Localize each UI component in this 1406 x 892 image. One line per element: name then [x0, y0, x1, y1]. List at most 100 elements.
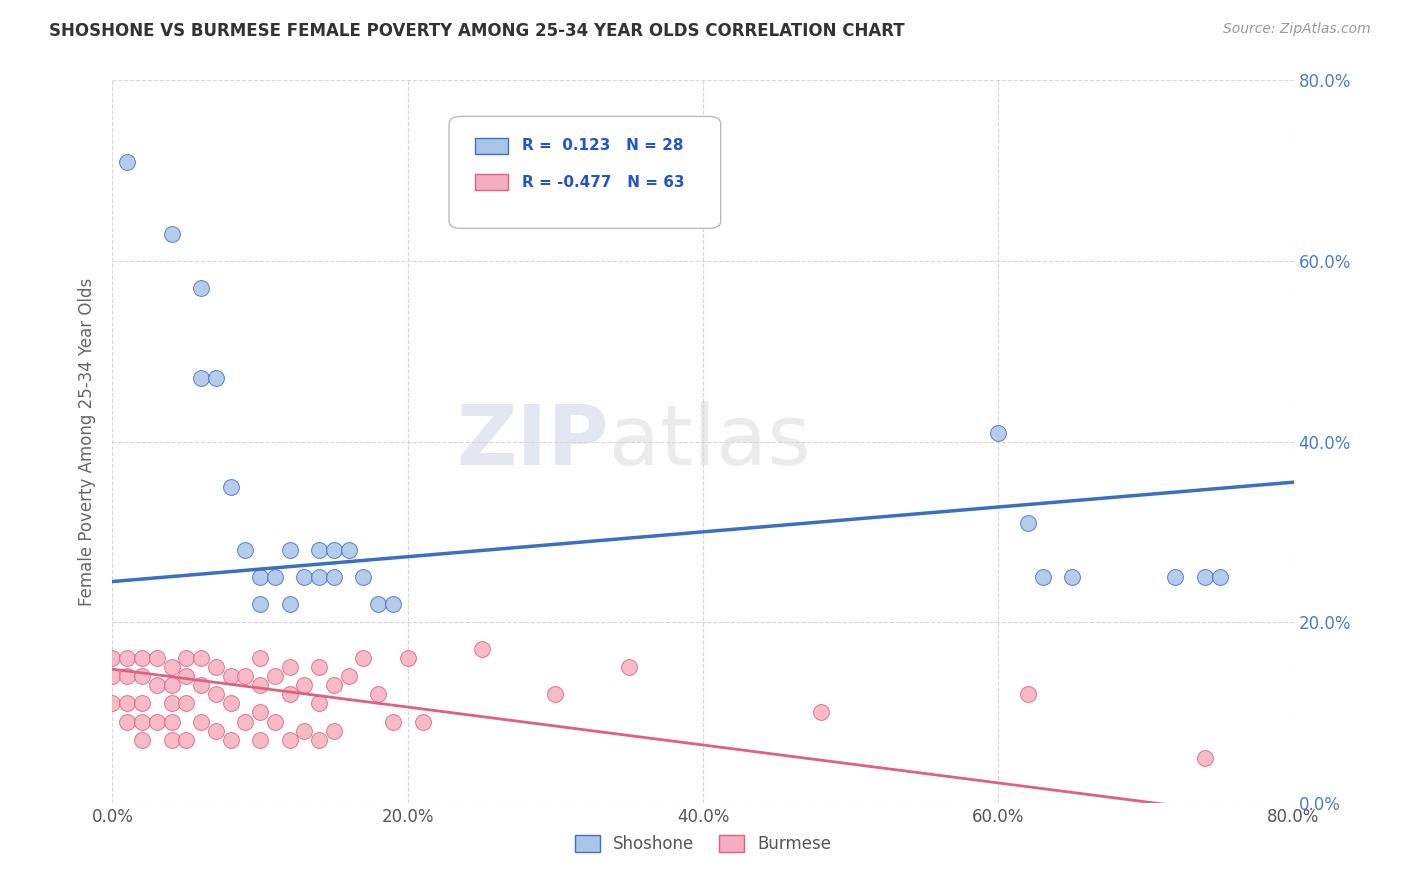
Point	[117, 697, 138, 711]
Point	[278, 597, 301, 611]
Point	[544, 687, 567, 701]
Point	[292, 678, 315, 692]
Point	[308, 660, 330, 674]
Point	[131, 651, 153, 665]
Point	[190, 651, 212, 665]
Point	[337, 669, 360, 683]
Point	[292, 723, 315, 738]
Point	[323, 723, 346, 738]
Point	[160, 678, 183, 692]
Point	[174, 697, 197, 711]
Point	[131, 669, 153, 683]
Point	[367, 597, 389, 611]
Point	[264, 714, 287, 729]
Point	[190, 281, 212, 295]
Point	[146, 714, 169, 729]
Point	[382, 597, 405, 611]
Point	[146, 651, 169, 665]
Point	[101, 651, 124, 665]
Point	[219, 697, 242, 711]
Point	[219, 480, 242, 494]
Point	[308, 542, 330, 557]
Point	[205, 660, 228, 674]
Point	[367, 687, 389, 701]
Point	[160, 227, 183, 241]
Point	[352, 651, 374, 665]
Point	[1164, 570, 1187, 584]
Point	[1194, 750, 1216, 764]
Point	[352, 570, 374, 584]
Point	[278, 542, 301, 557]
Text: SHOSHONE VS BURMESE FEMALE POVERTY AMONG 25-34 YEAR OLDS CORRELATION CHART: SHOSHONE VS BURMESE FEMALE POVERTY AMONG…	[49, 22, 905, 40]
Point	[131, 714, 153, 729]
Text: ZIP: ZIP	[456, 401, 609, 482]
Point	[249, 678, 271, 692]
Point	[1017, 687, 1039, 701]
Point	[278, 660, 301, 674]
Point	[308, 732, 330, 747]
Point	[174, 669, 197, 683]
Point	[396, 651, 419, 665]
Point	[174, 651, 197, 665]
Point	[249, 651, 271, 665]
Point	[233, 669, 256, 683]
Point	[987, 425, 1010, 440]
Point	[278, 732, 301, 747]
Point	[1017, 516, 1039, 530]
Point	[160, 732, 183, 747]
Point	[1208, 570, 1232, 584]
Point	[219, 732, 242, 747]
Point	[205, 371, 228, 385]
Point	[323, 542, 346, 557]
Point	[382, 714, 405, 729]
Point	[249, 706, 271, 720]
Point	[249, 597, 271, 611]
Point	[308, 570, 330, 584]
Point	[337, 542, 360, 557]
Point	[117, 651, 138, 665]
Point	[205, 687, 228, 701]
Point	[131, 732, 153, 747]
Point	[264, 570, 287, 584]
Point	[190, 714, 212, 729]
Point	[619, 660, 641, 674]
Point	[292, 570, 315, 584]
Point	[117, 669, 138, 683]
Point	[190, 678, 212, 692]
Point	[174, 732, 197, 747]
Point	[264, 669, 287, 683]
Point	[323, 678, 346, 692]
Point	[323, 570, 346, 584]
Point	[160, 697, 183, 711]
Point	[101, 697, 124, 711]
Point	[411, 714, 433, 729]
Point	[131, 697, 153, 711]
Point	[249, 732, 271, 747]
Text: atlas: atlas	[609, 401, 810, 482]
Point	[117, 714, 138, 729]
Point	[190, 371, 212, 385]
Legend: Shoshone, Burmese: Shoshone, Burmese	[568, 828, 838, 860]
Point	[1062, 570, 1084, 584]
Point	[1032, 570, 1054, 584]
Point	[308, 697, 330, 711]
Point	[160, 660, 183, 674]
Point	[233, 714, 256, 729]
Point	[101, 669, 124, 683]
Point	[205, 723, 228, 738]
FancyBboxPatch shape	[475, 137, 508, 154]
Point	[278, 687, 301, 701]
FancyBboxPatch shape	[475, 174, 508, 190]
Point	[470, 642, 494, 657]
Point	[160, 714, 183, 729]
Point	[810, 706, 832, 720]
Point	[249, 570, 271, 584]
Point	[1194, 570, 1216, 584]
Text: R =  0.123   N = 28: R = 0.123 N = 28	[522, 138, 683, 153]
Point	[117, 154, 138, 169]
Point	[146, 678, 169, 692]
FancyBboxPatch shape	[449, 116, 721, 228]
Point	[219, 669, 242, 683]
Point	[233, 542, 256, 557]
Y-axis label: Female Poverty Among 25-34 Year Olds: Female Poverty Among 25-34 Year Olds	[77, 277, 96, 606]
